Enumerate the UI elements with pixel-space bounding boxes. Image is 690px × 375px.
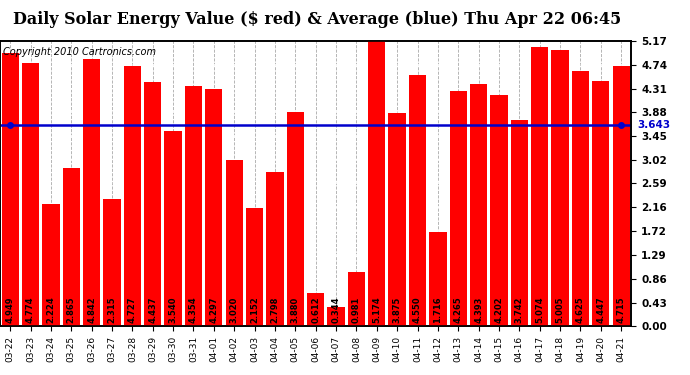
Text: 5.005: 5.005	[555, 297, 564, 324]
Text: Copyright 2010 Cartronics.com: Copyright 2010 Cartronics.com	[3, 47, 156, 57]
Bar	[124, 66, 141, 326]
Bar	[63, 168, 80, 326]
Bar	[470, 84, 487, 326]
Bar	[450, 91, 467, 326]
Bar	[307, 292, 324, 326]
Bar	[572, 71, 589, 326]
Text: 0.344: 0.344	[331, 297, 341, 324]
Bar	[104, 199, 121, 326]
Bar	[491, 94, 508, 326]
Bar	[83, 59, 100, 326]
Bar	[409, 75, 426, 326]
Bar	[592, 81, 609, 326]
Text: 4.297: 4.297	[209, 297, 218, 324]
Text: 3.875: 3.875	[393, 297, 402, 324]
Text: 4.393: 4.393	[474, 297, 483, 324]
Text: 4.949: 4.949	[6, 297, 14, 324]
Bar	[429, 232, 446, 326]
Text: 2.224: 2.224	[46, 297, 55, 324]
Text: 4.354: 4.354	[189, 297, 198, 324]
Bar	[185, 86, 202, 326]
Text: 4.842: 4.842	[87, 297, 96, 324]
Bar	[348, 272, 365, 326]
Text: 0.981: 0.981	[352, 297, 361, 324]
Text: 2.865: 2.865	[67, 297, 76, 324]
Text: 3.880: 3.880	[290, 297, 300, 324]
Bar	[266, 172, 284, 326]
Text: 3.643: 3.643	[638, 120, 671, 130]
Text: 5.074: 5.074	[535, 297, 544, 324]
Text: 2.315: 2.315	[108, 297, 117, 324]
Text: Daily Solar Energy Value ($ red) & Average (blue) Thu Apr 22 06:45: Daily Solar Energy Value ($ red) & Avera…	[13, 11, 622, 28]
Text: 0.612: 0.612	[311, 297, 320, 324]
Text: 3.540: 3.540	[168, 297, 177, 324]
Text: 2.798: 2.798	[270, 297, 279, 324]
Text: 3.742: 3.742	[515, 297, 524, 324]
Bar	[388, 112, 406, 326]
Text: 4.447: 4.447	[596, 297, 605, 324]
Bar	[226, 160, 243, 326]
Text: 2.152: 2.152	[250, 297, 259, 324]
Text: 4.202: 4.202	[495, 297, 504, 324]
Text: 4.437: 4.437	[148, 297, 157, 324]
Text: 4.625: 4.625	[576, 297, 585, 324]
Text: 4.550: 4.550	[413, 297, 422, 324]
Bar	[368, 41, 386, 326]
Text: 4.715: 4.715	[617, 297, 626, 324]
Text: 5.174: 5.174	[373, 297, 382, 324]
Text: 4.774: 4.774	[26, 297, 35, 324]
Bar	[511, 120, 528, 326]
Text: 3.020: 3.020	[230, 297, 239, 324]
Bar	[205, 89, 222, 326]
Bar	[22, 63, 39, 326]
Bar	[551, 50, 569, 326]
Text: 4.265: 4.265	[454, 297, 463, 324]
Bar	[42, 204, 59, 326]
Text: 4.727: 4.727	[128, 297, 137, 324]
Bar	[531, 46, 549, 326]
Bar	[144, 82, 161, 326]
Bar	[327, 307, 345, 326]
Bar	[246, 208, 263, 326]
Text: 1.716: 1.716	[433, 297, 442, 324]
Bar	[1, 53, 19, 326]
Bar	[286, 112, 304, 326]
Bar	[164, 131, 181, 326]
Bar	[613, 66, 630, 326]
